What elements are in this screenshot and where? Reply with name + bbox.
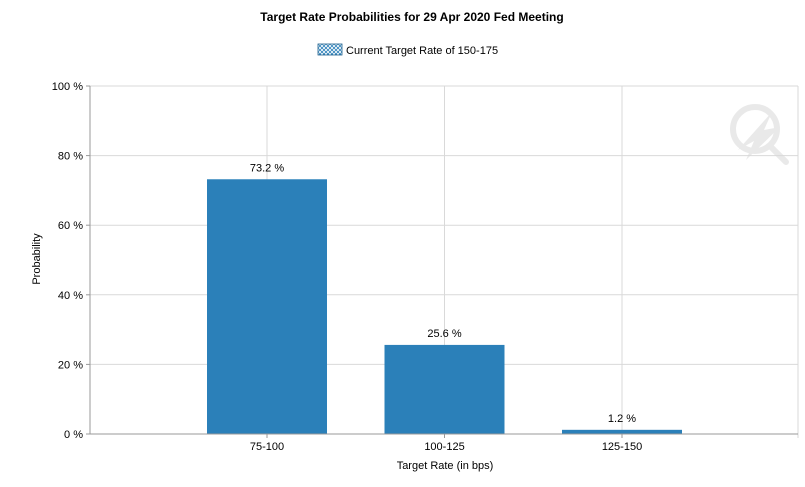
watermark-logo <box>730 104 789 165</box>
y-tick-label: 40 % <box>58 290 83 302</box>
data-label-75-100: 73.2 % <box>250 162 284 174</box>
axes: 0 % 20 % 40 % 60 % 80 % 100 % 75-100 100-125 125… <box>52 81 798 453</box>
grid <box>90 85 799 438</box>
bar-75-100 <box>207 179 327 434</box>
y-tick-label: 100 % <box>52 81 83 93</box>
legend-label: Current Target Rate of 150-175 <box>346 45 498 57</box>
x-tick-label: 75-100 <box>250 441 284 453</box>
y-axis-label: Probability <box>31 233 43 285</box>
bar-100-125 <box>384 344 505 434</box>
legend-swatch <box>317 43 343 56</box>
bars: 73.2 % 25.6 % 1.2 % <box>207 162 682 434</box>
chart-title: Target Rate Probabilities for 29 Apr 202… <box>260 10 563 24</box>
x-axis-label: Target Rate (in bps) <box>397 460 494 472</box>
y-tick-label: 80 % <box>58 151 83 163</box>
x-tick-label: 125-150 <box>602 441 642 453</box>
x-tick-label: 100-125 <box>424 441 464 453</box>
data-label-100-125: 25.6 % <box>427 328 461 340</box>
legend: Current Target Rate of 150-175 <box>317 43 498 57</box>
y-tick-label: 20 % <box>58 359 83 371</box>
y-tick-label: 60 % <box>58 220 83 232</box>
data-label-125-150: 1.2 % <box>608 413 636 425</box>
bar-125-150 <box>562 429 682 434</box>
y-tick-label: 0 % <box>64 429 83 441</box>
